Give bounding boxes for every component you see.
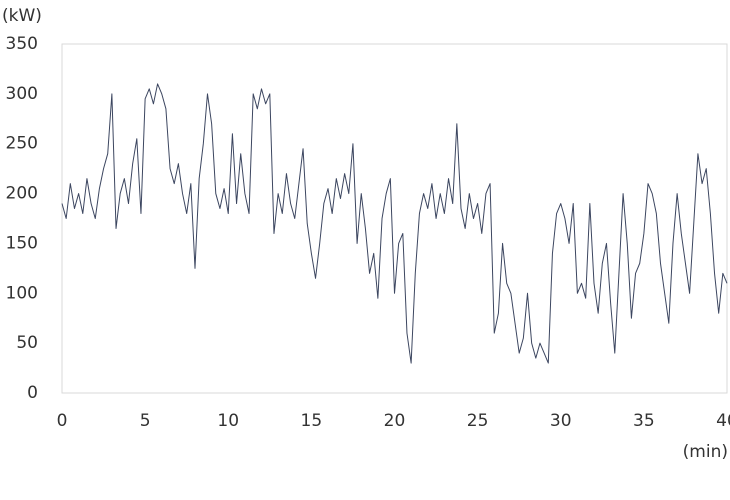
x-tick-label: 25: [467, 411, 489, 431]
y-axis-label: (kW): [2, 6, 42, 26]
y-tick-label: 150: [6, 233, 38, 253]
plot-area: [61, 43, 728, 394]
y-tick-label: 100: [6, 283, 38, 303]
data-line: [61, 83, 728, 364]
x-tick-label: 40: [716, 411, 730, 431]
x-axis-label: (min): [683, 442, 728, 462]
x-tick-label: 30: [550, 411, 572, 431]
y-tick-label: 200: [6, 184, 38, 204]
x-tick-label: 10: [217, 411, 239, 431]
y-tick-label: 0: [27, 383, 38, 403]
y-tick-label: 300: [6, 84, 38, 104]
x-tick-label: 0: [57, 411, 68, 431]
y-tick-label: 350: [6, 34, 38, 54]
x-tick-label: 15: [301, 411, 323, 431]
x-tick-label: 20: [384, 411, 406, 431]
y-tick-label: 250: [6, 134, 38, 154]
x-tick-label: 35: [633, 411, 655, 431]
y-tick-label: 50: [16, 333, 38, 353]
x-tick-label: 5: [140, 411, 151, 431]
